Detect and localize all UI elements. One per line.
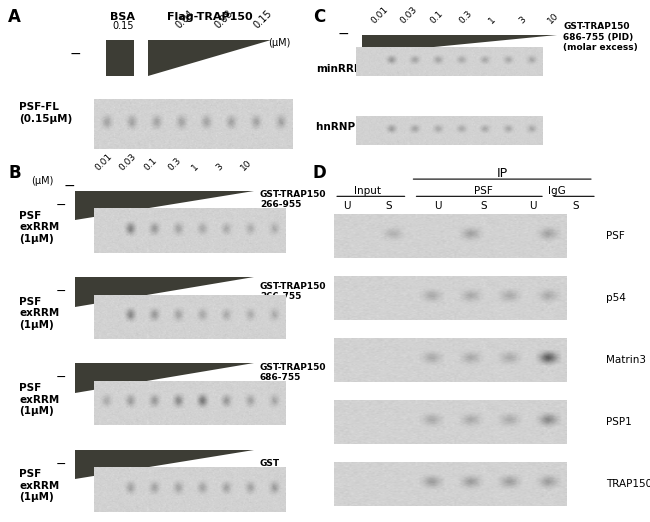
Text: −: − bbox=[56, 285, 67, 298]
Text: Input: Input bbox=[354, 186, 382, 196]
Bar bbox=[106, 40, 134, 76]
Text: Matrin3: Matrin3 bbox=[606, 355, 646, 365]
Text: 3: 3 bbox=[214, 162, 225, 172]
Text: GST-TRAP150
686-755
(PID): GST-TRAP150 686-755 (PID) bbox=[260, 363, 326, 392]
Text: S: S bbox=[480, 201, 487, 211]
Text: 0.04: 0.04 bbox=[173, 9, 196, 31]
Polygon shape bbox=[148, 40, 271, 76]
Text: PSF
exRRM
(1μM): PSF exRRM (1μM) bbox=[20, 383, 60, 416]
Text: U: U bbox=[343, 201, 350, 211]
Text: minRRMs: minRRMs bbox=[316, 64, 370, 74]
Text: GST-TRAP150
266-955
(ΔN): GST-TRAP150 266-955 (ΔN) bbox=[260, 191, 326, 219]
Text: 0.3: 0.3 bbox=[458, 8, 474, 25]
Text: Flag-TRAP150: Flag-TRAP150 bbox=[167, 12, 252, 22]
Text: 0.01: 0.01 bbox=[94, 151, 114, 172]
Text: PSF
exRRM
(1μM): PSF exRRM (1μM) bbox=[20, 211, 60, 244]
Text: PSF: PSF bbox=[606, 231, 625, 241]
Polygon shape bbox=[75, 449, 254, 479]
Text: 1: 1 bbox=[190, 162, 201, 172]
Text: (μM): (μM) bbox=[31, 175, 53, 186]
Text: GST: GST bbox=[260, 459, 280, 468]
Text: IgG: IgG bbox=[549, 186, 566, 196]
Text: 0.01: 0.01 bbox=[369, 5, 390, 25]
Text: A: A bbox=[8, 7, 21, 26]
Text: 0.15: 0.15 bbox=[252, 9, 274, 31]
Text: PSF-FL
(0.15μM): PSF-FL (0.15μM) bbox=[20, 102, 73, 124]
Text: U: U bbox=[529, 201, 536, 211]
Text: 0.03: 0.03 bbox=[118, 151, 138, 172]
Text: (μM): (μM) bbox=[268, 38, 291, 48]
Text: BSA: BSA bbox=[111, 12, 135, 22]
Text: 0.3: 0.3 bbox=[166, 156, 183, 172]
Text: 0.1: 0.1 bbox=[428, 8, 445, 25]
Text: 10: 10 bbox=[239, 158, 254, 172]
Polygon shape bbox=[75, 277, 254, 306]
Polygon shape bbox=[361, 35, 557, 54]
Text: TRAP150: TRAP150 bbox=[606, 479, 650, 489]
Text: hnRNP L: hnRNP L bbox=[316, 122, 365, 133]
Text: B: B bbox=[8, 163, 21, 182]
Text: S: S bbox=[386, 201, 393, 211]
Text: GST-TRAP150
686-755 (PID)
(molar excess): GST-TRAP150 686-755 (PID) (molar excess) bbox=[564, 22, 638, 52]
Text: −: − bbox=[70, 48, 81, 61]
Text: −: − bbox=[56, 371, 67, 384]
Text: 1: 1 bbox=[488, 15, 498, 25]
Text: C: C bbox=[313, 7, 325, 26]
Text: 0.1: 0.1 bbox=[142, 156, 159, 172]
Text: −: − bbox=[56, 199, 67, 212]
Text: S: S bbox=[572, 201, 578, 211]
Polygon shape bbox=[75, 363, 254, 393]
Text: 3: 3 bbox=[517, 15, 527, 25]
Text: p54: p54 bbox=[606, 293, 626, 303]
Text: −: − bbox=[337, 27, 349, 41]
Text: −: − bbox=[56, 457, 67, 470]
Text: D: D bbox=[313, 163, 326, 182]
Text: IP: IP bbox=[497, 167, 508, 180]
Text: 0.08: 0.08 bbox=[213, 9, 235, 31]
Text: 0.15: 0.15 bbox=[112, 21, 134, 31]
Text: PSP1: PSP1 bbox=[606, 417, 632, 427]
Text: 0.03: 0.03 bbox=[399, 5, 419, 25]
Polygon shape bbox=[75, 191, 254, 220]
Text: −: − bbox=[64, 179, 75, 193]
Text: PSF
exRRM
(1μM): PSF exRRM (1μM) bbox=[20, 469, 60, 502]
Text: PSF
exRRM
(1μM): PSF exRRM (1μM) bbox=[20, 297, 60, 330]
Text: GST-TRAP150
266-755: GST-TRAP150 266-755 bbox=[260, 281, 326, 301]
Text: PSF: PSF bbox=[474, 186, 493, 196]
Text: 10: 10 bbox=[547, 10, 561, 25]
Text: U: U bbox=[434, 201, 442, 211]
